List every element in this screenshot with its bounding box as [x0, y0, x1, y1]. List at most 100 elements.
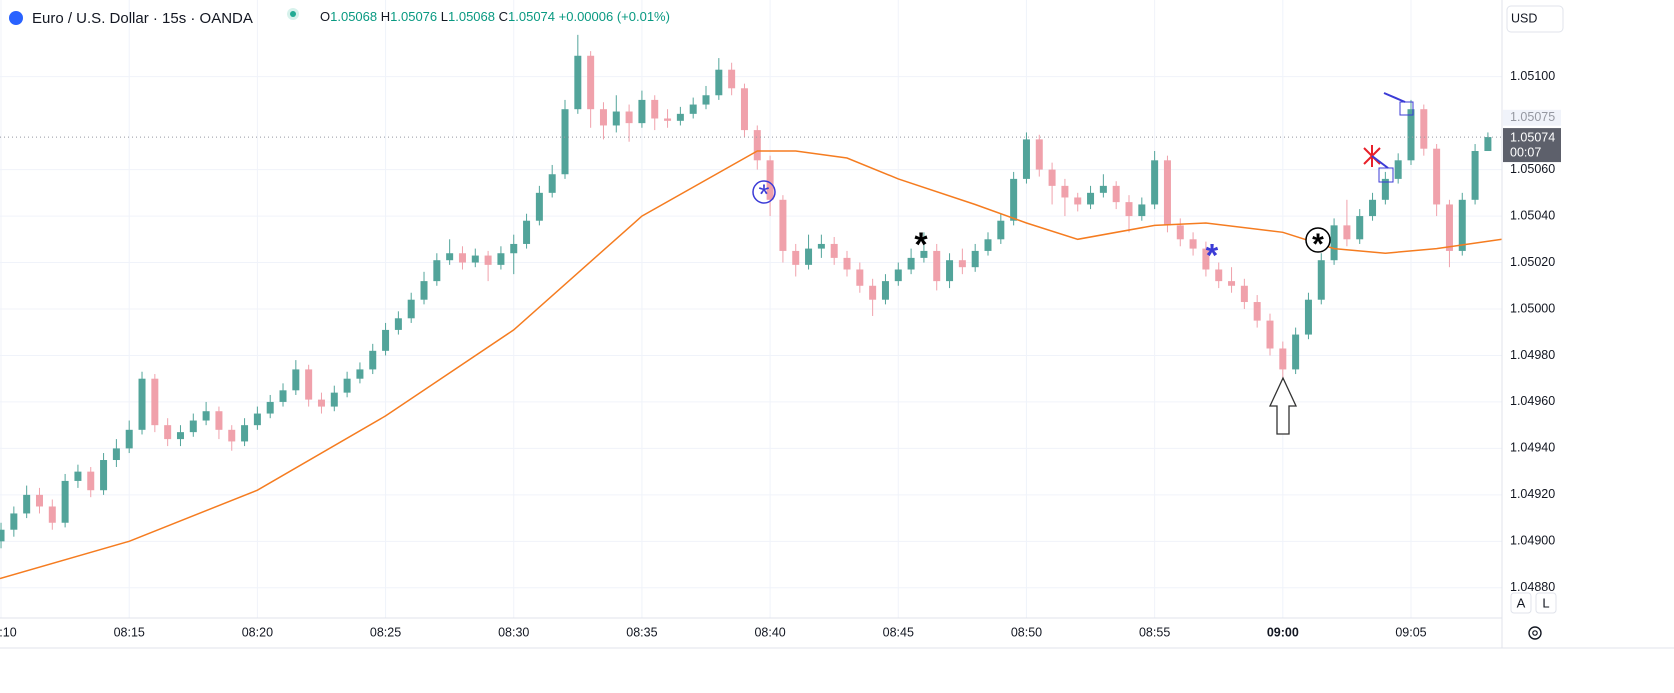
log-button[interactable]: [1535, 592, 1557, 614]
last-price-box: [1503, 128, 1561, 163]
candle-body: [1099, 185, 1107, 193]
candle-body: [830, 243, 838, 258]
candle-body: [1189, 239, 1197, 249]
y-tick-label: 1.05060: [1510, 162, 1555, 176]
candle-body: [1484, 137, 1492, 152]
status-dot: [290, 11, 296, 17]
candle-body: [1228, 281, 1236, 286]
candle-body: [164, 425, 172, 440]
candle-body: [1240, 285, 1248, 303]
y-tick-label: 1.04880: [1510, 580, 1555, 594]
candle-body: [1458, 199, 1466, 251]
x-tick-label: 08:20: [242, 625, 273, 639]
candle-body: [100, 460, 108, 491]
candle-body: [343, 378, 351, 393]
candle-body: [1112, 185, 1120, 203]
candle-body: [1343, 225, 1351, 240]
y-tick-label: 1.04940: [1510, 441, 1555, 455]
candle-body: [382, 329, 390, 351]
candle-body: [843, 257, 851, 270]
candle-body: [1381, 178, 1389, 200]
candle-body: [561, 109, 569, 175]
log-label[interactable]: L: [1542, 595, 1549, 610]
candle-body: [779, 199, 787, 251]
candle-body: [817, 243, 825, 249]
x-tick-label: 08:50: [1011, 625, 1042, 639]
candle-body: [1420, 109, 1428, 149]
candle-body: [1215, 269, 1223, 282]
candle-body: [907, 257, 915, 270]
y-tick-label: 1.05040: [1510, 208, 1555, 222]
candle-body: [241, 425, 249, 442]
candle-body: [1087, 192, 1095, 205]
ohlc-letter: C: [499, 9, 508, 24]
x-tick-label: 09:00: [1267, 625, 1299, 639]
candle-body: [61, 480, 69, 523]
last-price-label: 1.05074: [1510, 130, 1555, 144]
candle-body: [1022, 139, 1030, 179]
candle-body: [394, 318, 402, 330]
candle-body: [35, 494, 43, 507]
candle-body: [958, 260, 966, 268]
candle-body: [933, 250, 941, 282]
y-tick-label: 1.05020: [1510, 255, 1555, 269]
candle-body: [1061, 185, 1069, 198]
candle-body: [266, 401, 274, 414]
candle-body: [317, 399, 325, 407]
candle-body: [1330, 225, 1338, 261]
candle-body: [471, 255, 479, 263]
candle-body: [279, 390, 287, 402]
candle-body: [87, 471, 95, 491]
candle-body: [1433, 148, 1441, 205]
candle-body: [125, 429, 133, 449]
candle-body: [971, 250, 979, 268]
auto-button[interactable]: [1510, 592, 1532, 614]
svg-text:*: *: [759, 178, 770, 209]
candle-body: [356, 369, 364, 379]
y-tick-label: 1.04980: [1510, 348, 1555, 362]
ohlc-letter: H: [381, 9, 390, 24]
candle-body: [23, 494, 31, 514]
candle-body: [1125, 202, 1133, 217]
candle-body: [1202, 248, 1210, 270]
candle-body: [728, 69, 736, 89]
candle-body: [638, 99, 646, 124]
candle-body: [369, 350, 377, 370]
candle-body: [1407, 109, 1415, 161]
candle-body: [0, 529, 5, 542]
settings-icon[interactable]: [1528, 626, 1542, 640]
candle-body: [1394, 160, 1402, 179]
candle-body: [48, 506, 56, 523]
currency-label[interactable]: USD: [1511, 11, 1537, 25]
x-tick-label: 08:25: [370, 625, 401, 639]
candle-body: [253, 413, 261, 426]
x-tick-label: 08:35: [626, 625, 657, 639]
candle-body: [1471, 151, 1479, 200]
auto-label[interactable]: A: [1517, 595, 1526, 610]
candle-body: [753, 130, 761, 161]
symbol-icon: [9, 11, 23, 25]
ohlc-value: 1.05068: [448, 9, 495, 24]
currency-button[interactable]: [1506, 5, 1564, 33]
candle-body: [1176, 225, 1184, 240]
candle-body: [984, 239, 992, 251]
candle-body: [458, 253, 466, 263]
y-tick-label: 1.05100: [1510, 69, 1555, 83]
candle-body: [574, 55, 582, 110]
candle-body: [497, 253, 505, 265]
candle-body: [535, 192, 543, 221]
x-tick-label: 08:40: [754, 625, 785, 639]
candle-body: [1317, 260, 1325, 300]
candle-body: [894, 269, 902, 282]
candle-body: [189, 420, 197, 433]
axis-marker-box: [1503, 109, 1561, 126]
y-tick-label: 1.04900: [1510, 534, 1555, 548]
candle-body: [599, 109, 607, 126]
candle-body: [664, 118, 672, 121]
y-tick-label: 1.05000: [1510, 301, 1555, 315]
svg-text:*: *: [1312, 228, 1324, 261]
candle-body: [112, 448, 120, 461]
candle-body: [138, 378, 146, 430]
candle-body: [740, 88, 748, 131]
